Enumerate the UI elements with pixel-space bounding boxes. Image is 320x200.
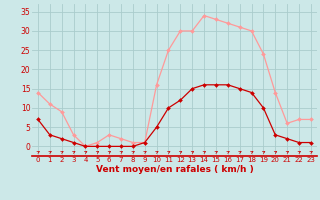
X-axis label: Vent moyen/en rafales ( km/h ): Vent moyen/en rafales ( km/h ) — [96, 165, 253, 174]
